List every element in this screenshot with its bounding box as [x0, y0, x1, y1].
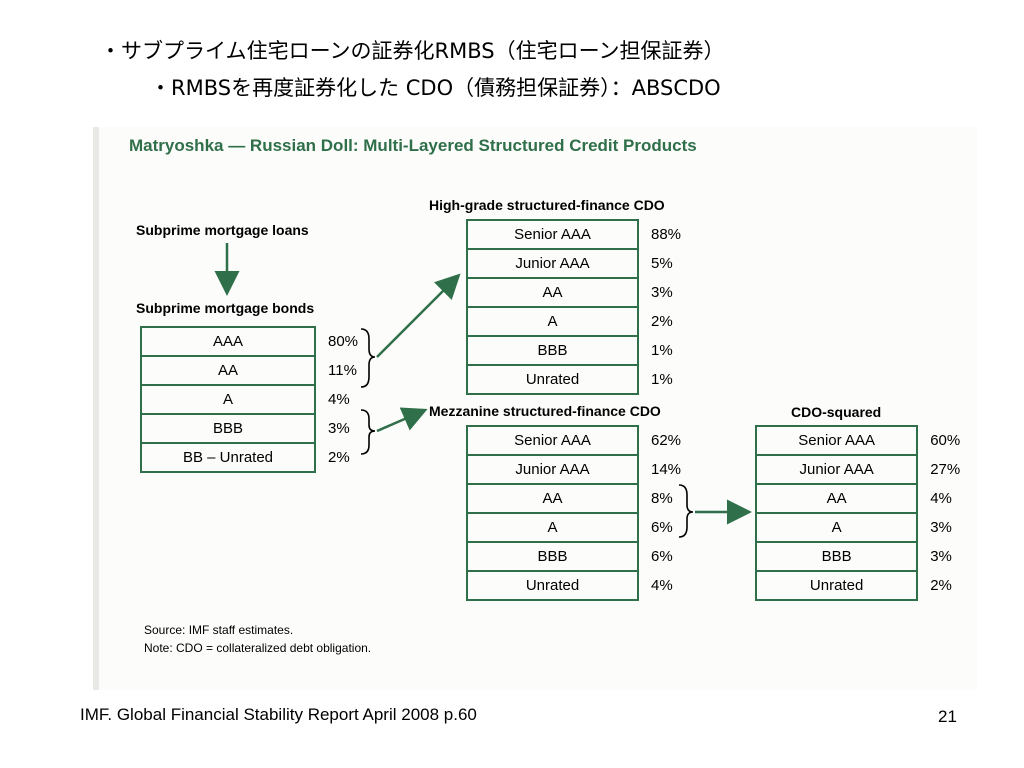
tranche-row: AA 3%: [466, 277, 698, 308]
tranche-row: AA 11%: [140, 355, 375, 386]
tranche-row: Unrated 2%: [754, 570, 976, 601]
bonds-upper-brace: [360, 328, 376, 388]
tranche-share: 3%: [651, 284, 673, 301]
bonds-table: AAA 80% AA 11% A 4% BBB 3% BB – Unrated 2%: [140, 326, 376, 473]
tranche-share: 3%: [328, 420, 350, 437]
tranche-row: BBB 3%: [754, 541, 976, 572]
tranche-name: Senior AAA: [754, 425, 919, 456]
tranche-name: AA: [466, 483, 639, 514]
mezzanine-label: Mezzanine structured-finance CDO: [429, 403, 661, 419]
tranche-name: A: [466, 512, 639, 543]
tranche-share: 4%: [930, 490, 952, 507]
tranche-name: AAA: [140, 326, 316, 357]
tranche-share: 8%: [651, 490, 673, 507]
tranche-row: BBB 3%: [140, 413, 375, 444]
tranche-share: 60%: [930, 432, 961, 449]
tranche-share: 3%: [930, 519, 952, 536]
tranche-row: AA 8%: [466, 483, 698, 514]
tranche-share: 5%: [651, 255, 673, 272]
tranche-share: 2%: [930, 577, 952, 594]
tranche-share: 80%: [328, 333, 359, 350]
tranche-share: 6%: [651, 519, 673, 536]
tranche-row: Senior AAA 62%: [466, 425, 698, 456]
tranche-name: A: [754, 512, 919, 543]
tranche-name: BBB: [466, 335, 639, 366]
slide-title-line-1: ・サブプライム住宅ローンの証券化RMBS（住宅ローン担保証券）: [100, 39, 725, 63]
tranche-name: Unrated: [754, 570, 919, 601]
tranche-share: 4%: [328, 391, 350, 408]
tranche-row: Junior AAA 27%: [754, 454, 976, 485]
tranche-row: A 6%: [466, 512, 698, 543]
tranche-name: BB – Unrated: [140, 442, 316, 473]
cdo-squared-label: CDO-squared: [791, 404, 882, 420]
tranche-row: BBB 1%: [466, 335, 698, 366]
tranche-share: 27%: [930, 461, 961, 478]
tranche-row: Unrated 4%: [466, 570, 698, 601]
tranche-row: Junior AAA 14%: [466, 454, 698, 485]
tranche-row: Senior AAA 60%: [754, 425, 976, 456]
tranche-name: A: [140, 384, 316, 415]
source-line: Source: IMF staff estimates.: [144, 623, 294, 637]
tranche-row: Unrated 1%: [466, 364, 698, 395]
tranche-row: AAA 80%: [140, 326, 375, 357]
tranche-share: 11%: [328, 362, 357, 379]
tranche-share: 6%: [651, 548, 673, 565]
matryoshka-figure: Matryoshka — Russian Doll: Multi-Layered…: [93, 127, 977, 690]
bonds-to-high-grade-arrow: [376, 273, 461, 358]
tranche-share: 3%: [930, 548, 952, 565]
footer-citation: IMF. Global Financial Stability Report A…: [80, 705, 477, 724]
tranche-row: AA 4%: [754, 483, 976, 514]
cdo-squared-table: Senior AAA 60% Junior AAA 27% AA 4% A 3% BBB 3% Un…: [754, 425, 977, 601]
tranche-name: Junior AAA: [466, 248, 639, 279]
tranche-share: 62%: [651, 432, 682, 449]
tranche-name: BBB: [466, 541, 639, 572]
high-grade-label: High-grade structured-finance CDO: [429, 197, 665, 213]
tranche-row: Junior AAA 5%: [466, 248, 698, 279]
tranche-name: Unrated: [466, 364, 639, 395]
tranche-row: Senior AAA 88%: [466, 219, 698, 250]
tranche-name: Junior AAA: [754, 454, 919, 485]
tranche-name: Senior AAA: [466, 425, 639, 456]
bonds-to-mezzanine-arrow: [376, 407, 428, 433]
page-number: 21: [938, 707, 957, 726]
tranche-row: BB – Unrated 2%: [140, 442, 375, 473]
flow-arrows: [214, 243, 752, 538]
tranche-name: AA: [140, 355, 316, 386]
tranche-name: BBB: [140, 413, 316, 444]
mezzanine-brace: [678, 484, 694, 538]
bonds-label: Subprime mortgage bonds: [136, 300, 315, 316]
tranche-row: A 3%: [754, 512, 976, 543]
tranche-share: 2%: [328, 449, 350, 466]
tranche-share: 1%: [651, 342, 673, 359]
bonds-lower-brace: [360, 409, 376, 455]
slide-title-line-2: ・RMBSを再度証券化した CDO（債務担保証券）：ABSCDO: [150, 76, 721, 100]
tranche-row: A 4%: [140, 384, 375, 415]
tranche-share: 4%: [651, 577, 673, 594]
tranche-name: AA: [466, 277, 639, 308]
tranche-share: 88%: [651, 226, 682, 243]
mezzanine-table: Senior AAA 62% Junior AAA 14% AA 8% A 6% BBB 6% Un…: [466, 425, 699, 601]
source-note: Source: IMF staff estimates. Note: CDO =…: [144, 621, 371, 657]
tranche-name: BBB: [754, 541, 919, 572]
high-grade-table: Senior AAA 88% Junior AAA 5% AA 3% A 2% BBB 1% Unr…: [466, 219, 699, 395]
tranche-share: 2%: [651, 313, 673, 330]
tranche-name: AA: [754, 483, 919, 514]
tranche-name: A: [466, 306, 639, 337]
tranche-share: 14%: [651, 461, 682, 478]
tranche-row: BBB 6%: [466, 541, 698, 572]
cdo-definition-note: Note: CDO = collateralized debt obligati…: [144, 641, 372, 655]
loans-label: Subprime mortgage loans: [136, 222, 309, 238]
tranche-share: 1%: [651, 371, 673, 388]
tranche-name: Senior AAA: [466, 219, 639, 250]
figure-title: Matryoshka — Russian Doll: Multi-Layered…: [129, 136, 697, 155]
tranche-name: Unrated: [466, 570, 639, 601]
tranche-name: Junior AAA: [466, 454, 639, 485]
tranche-row: A 2%: [466, 306, 698, 337]
